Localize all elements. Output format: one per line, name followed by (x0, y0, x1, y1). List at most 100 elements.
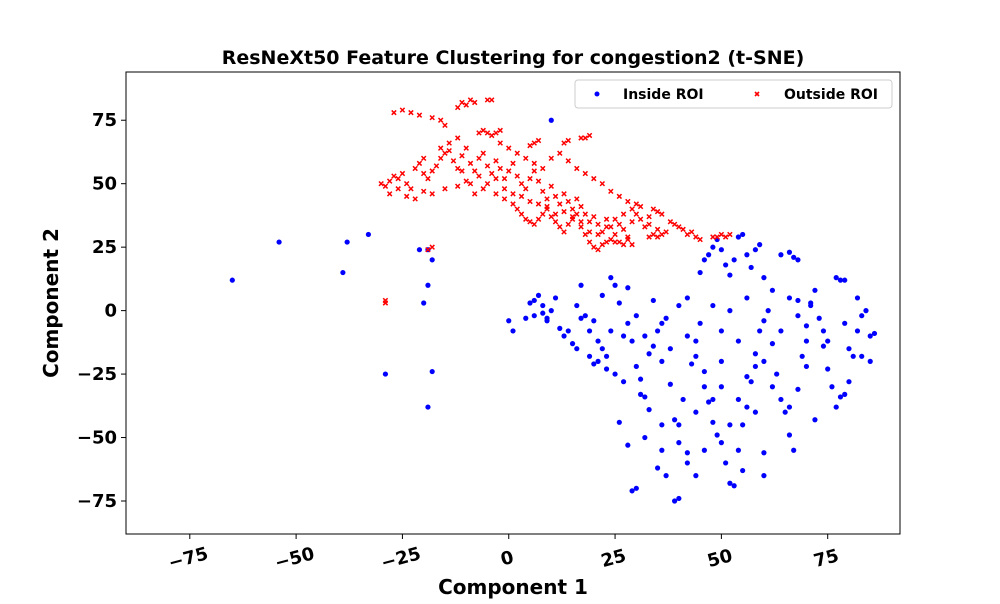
point-inside-roi (574, 303, 579, 308)
point-inside-roi (778, 328, 783, 333)
point-inside-roi (736, 448, 741, 453)
point-inside-roi (851, 354, 856, 359)
point-inside-roi (693, 354, 698, 359)
point-inside-roi (787, 250, 792, 255)
point-inside-roi (855, 328, 860, 333)
x-tick-label: −75 (166, 543, 210, 574)
point-inside-roi (651, 344, 656, 349)
point-inside-roi (753, 247, 758, 252)
point-inside-roi (727, 308, 732, 313)
point-inside-roi (859, 313, 864, 318)
point-inside-roi (723, 262, 728, 267)
point-inside-roi (663, 473, 668, 478)
point-inside-roi (642, 333, 647, 338)
point-inside-roi (506, 318, 511, 323)
point-inside-roi (655, 328, 660, 333)
point-inside-roi (804, 323, 809, 328)
point-inside-roi (693, 338, 698, 343)
point-inside-roi (540, 311, 545, 316)
point-inside-roi (855, 295, 860, 300)
point-inside-roi (604, 366, 609, 371)
point-inside-roi (710, 303, 715, 308)
point-inside-roi (872, 331, 877, 336)
point-inside-roi (744, 252, 749, 257)
point-inside-roi (574, 346, 579, 351)
point-inside-roi (634, 486, 639, 491)
point-inside-roi (787, 404, 792, 409)
point-inside-roi (612, 371, 617, 376)
point-inside-roi (655, 465, 660, 470)
point-inside-roi (800, 354, 805, 359)
point-inside-roi (638, 392, 643, 397)
point-inside-roi (587, 328, 592, 333)
legend: Inside ROI Outside ROI (575, 80, 892, 108)
point-inside-roi (659, 359, 664, 364)
point-inside-roi (846, 346, 851, 351)
point-inside-roi (778, 397, 783, 402)
x-axis-label: Component 1 (438, 575, 588, 599)
point-inside-roi (740, 422, 745, 427)
point-inside-roi (795, 257, 800, 262)
point-inside-roi (276, 239, 281, 244)
point-inside-roi (366, 232, 371, 237)
point-inside-roi (676, 422, 681, 427)
point-inside-roi (540, 303, 545, 308)
point-inside-roi (825, 366, 830, 371)
point-inside-roi (553, 295, 558, 300)
point-inside-roi (425, 283, 430, 288)
point-inside-roi (689, 361, 694, 366)
point-inside-roi (744, 295, 749, 300)
point-inside-roi (753, 364, 758, 369)
legend-label-outside: Outside ROI (784, 87, 878, 103)
y-axis: −75−50−250255075 (77, 110, 126, 512)
legend-label-inside: Inside ROI (623, 87, 704, 103)
point-inside-roi (795, 313, 800, 318)
point-inside-roi (723, 460, 728, 465)
point-inside-roi (710, 397, 715, 402)
point-inside-roi (591, 318, 596, 323)
point-inside-roi (732, 483, 737, 488)
point-inside-roi (834, 404, 839, 409)
point-inside-roi (617, 300, 622, 305)
point-inside-roi (761, 473, 766, 478)
point-inside-roi (608, 328, 613, 333)
y-tick-label: −25 (77, 364, 117, 385)
point-inside-roi (425, 404, 430, 409)
point-inside-roi (570, 341, 575, 346)
point-inside-roi (761, 359, 766, 364)
point-inside-roi (698, 270, 703, 275)
point-inside-roi (549, 308, 554, 313)
point-inside-roi (719, 384, 724, 389)
point-inside-roi (744, 374, 749, 379)
point-inside-roi (740, 468, 745, 473)
point-inside-roi (804, 338, 809, 343)
point-inside-roi (812, 417, 817, 422)
point-inside-roi (345, 239, 350, 244)
point-inside-roi (821, 328, 826, 333)
point-inside-roi (685, 460, 690, 465)
point-inside-roi (629, 338, 634, 343)
point-inside-roi (727, 272, 732, 277)
point-inside-roi (710, 245, 715, 250)
point-inside-roi (600, 293, 605, 298)
point-inside-roi (668, 346, 673, 351)
point-inside-roi (638, 377, 643, 382)
point-inside-roi (774, 371, 779, 376)
point-inside-roi (821, 344, 826, 349)
point-inside-roi (736, 338, 741, 343)
point-inside-roi (634, 364, 639, 369)
point-inside-roi (846, 379, 851, 384)
point-inside-roi (383, 371, 388, 376)
point-inside-roi (532, 298, 537, 303)
point-inside-roi (749, 265, 754, 270)
point-inside-roi (749, 379, 754, 384)
point-inside-roi (672, 417, 677, 422)
point-inside-roi (549, 118, 554, 123)
point-inside-roi (753, 351, 758, 356)
point-inside-roi (430, 257, 435, 262)
y-tick-label: 0 (104, 301, 117, 322)
point-inside-roi (340, 270, 345, 275)
point-inside-roi (578, 283, 583, 288)
point-inside-roi (536, 293, 541, 298)
